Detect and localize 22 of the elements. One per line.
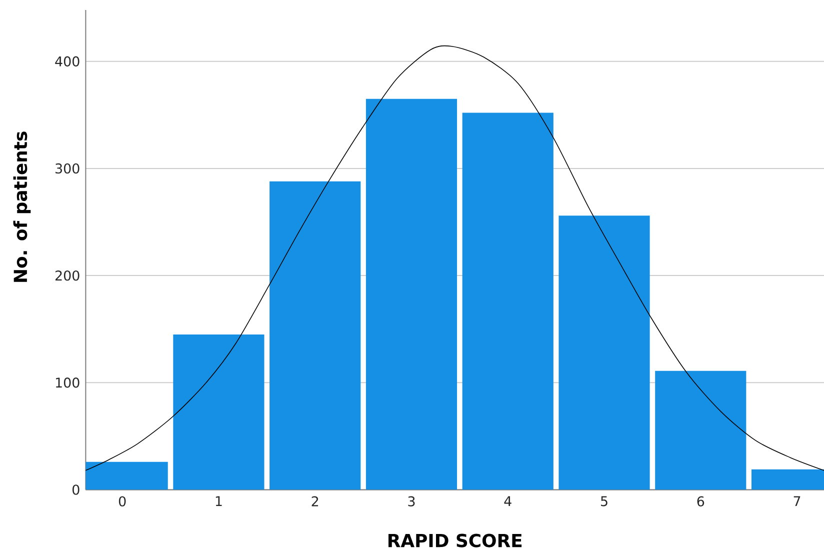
y-axis-title: No. of patients <box>13 132 31 282</box>
y-tick-label: 100 <box>56 378 80 388</box>
bar <box>270 181 361 490</box>
x-tick-label: 5 <box>601 496 608 506</box>
x-tick-label: 0 <box>118 496 126 506</box>
x-tick-label: 3 <box>408 496 415 506</box>
y-tick-label: 200 <box>55 270 80 281</box>
bar <box>462 112 554 490</box>
bar <box>366 98 458 490</box>
bar <box>558 216 650 490</box>
x-tick-label: 6 <box>697 496 704 506</box>
x-tick-label: 1 <box>216 496 222 506</box>
bar <box>655 370 746 490</box>
x-axis-title: RAPID SCORE <box>388 534 522 548</box>
y-tick-label: 400 <box>55 56 80 66</box>
y-tick-label: 0 <box>72 484 80 495</box>
bar <box>173 334 264 490</box>
x-tick-label: 2 <box>312 496 318 506</box>
x-tick-label: 7 <box>794 496 800 506</box>
x-tick-label: 4 <box>504 496 512 506</box>
line-series <box>86 46 824 471</box>
y-tick-label: 300 <box>56 163 80 174</box>
